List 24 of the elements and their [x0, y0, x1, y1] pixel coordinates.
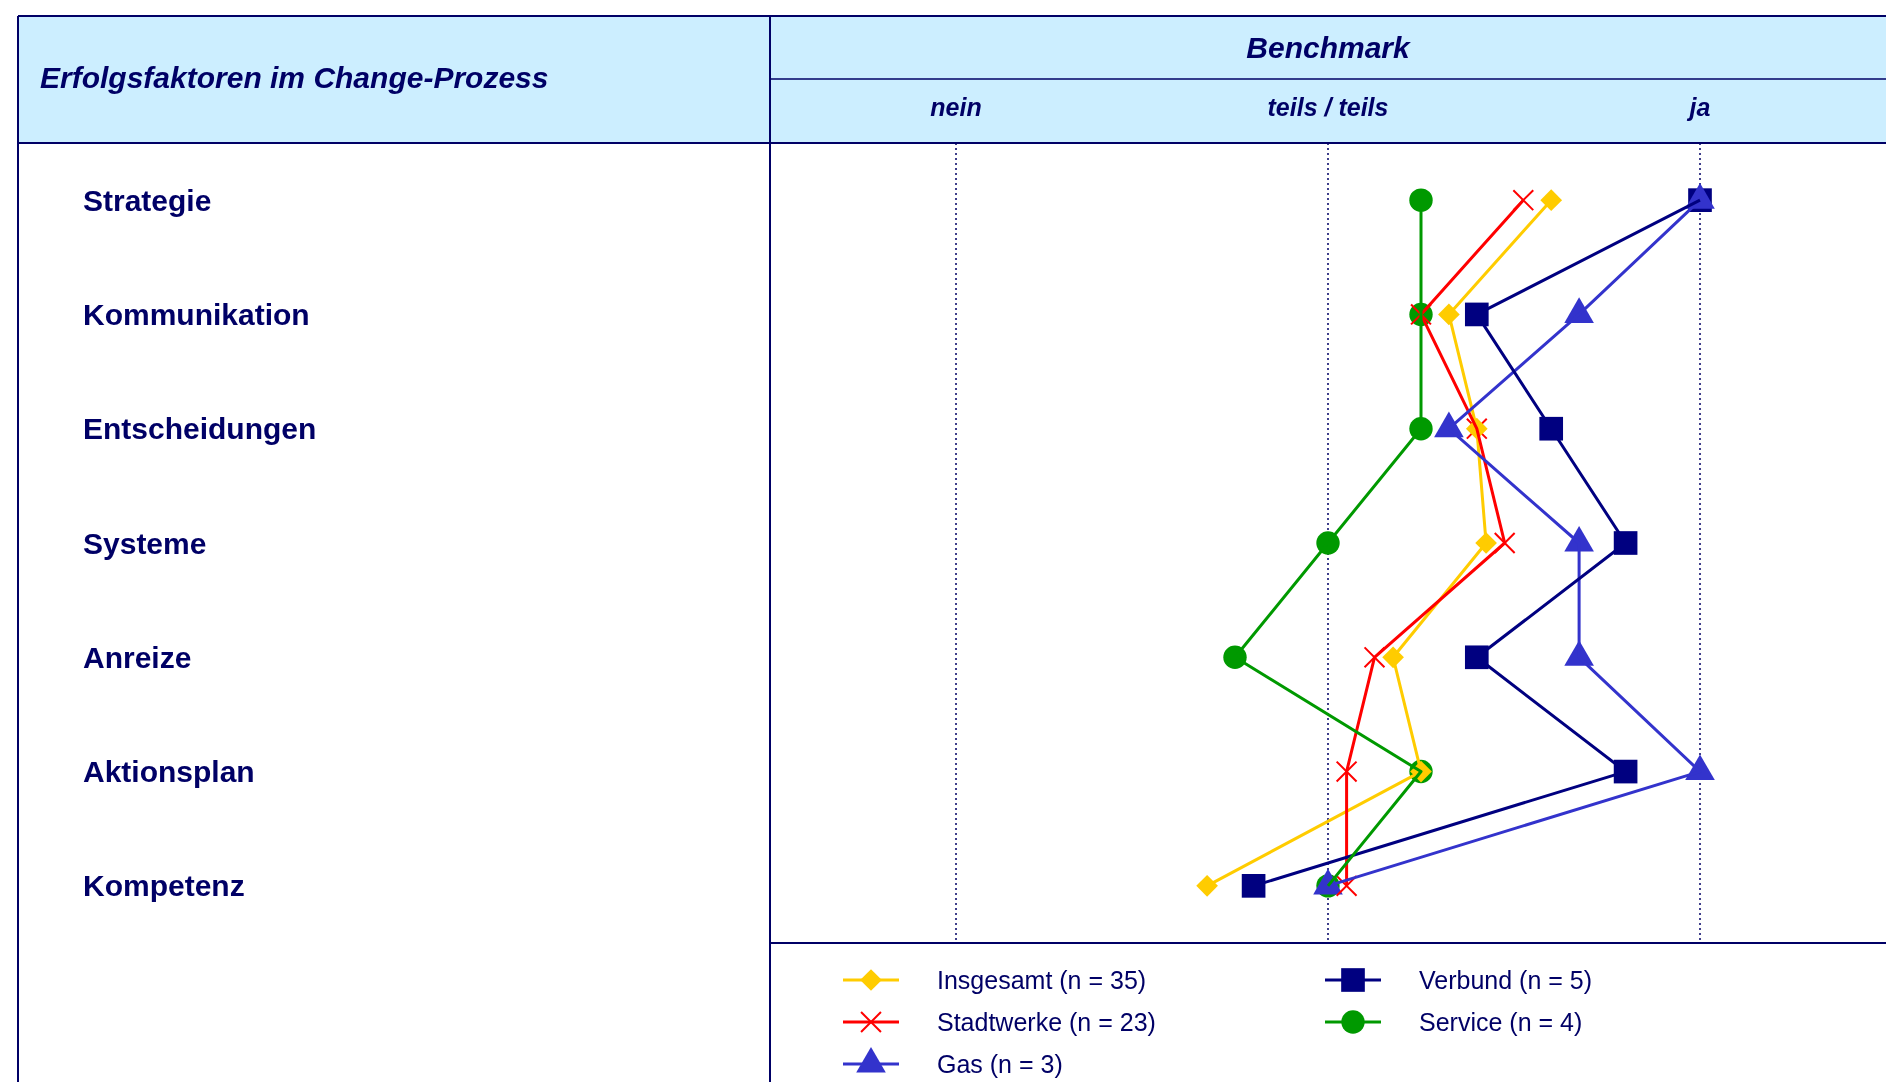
legend-label: Verbund (n = 5): [1419, 966, 1593, 994]
ref-line-label: nein: [930, 93, 982, 121]
point: [1335, 760, 1358, 783]
point: [1409, 188, 1433, 212]
y-tick-label: Systeme: [83, 526, 207, 560]
legend-label: Gas (n = 3): [937, 1050, 1063, 1078]
point: [1512, 189, 1535, 212]
point: [1241, 874, 1266, 898]
legend-label: Insgesamt (n = 35): [937, 966, 1147, 994]
x-axis-title: Benchmark: [1246, 31, 1412, 64]
ref-line-label: teils / teils: [1267, 93, 1389, 121]
legend-label: Service (n = 4): [1419, 1008, 1583, 1036]
y-tick-label: Anreize: [83, 640, 192, 674]
ref-line-label: ja: [1686, 93, 1711, 121]
text: Erfolgsfaktoren im Change-Prozess: [40, 61, 549, 94]
y-tick-label: Strategie: [83, 183, 212, 217]
y-tick-label: Kommunikation: [83, 297, 310, 331]
legend-label: Stadtwerke (n = 23): [937, 1008, 1156, 1036]
point: [1493, 532, 1516, 554]
y-tick-label: Aktionsplan: [83, 755, 255, 789]
y-tick-label: Kompetenz: [83, 869, 245, 903]
point: [1335, 874, 1358, 897]
point: [1363, 646, 1386, 669]
y-tick-label: Entscheidungen: [83, 412, 317, 446]
